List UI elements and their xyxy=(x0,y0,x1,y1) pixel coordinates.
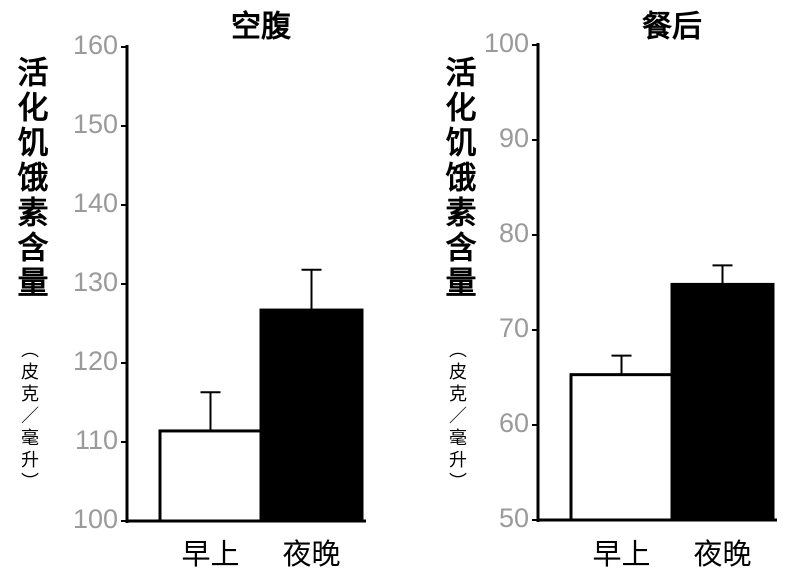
y-tick-label: 70 xyxy=(499,313,529,343)
bar xyxy=(158,429,263,523)
chart-title: 餐后 xyxy=(642,10,702,45)
bar xyxy=(259,308,364,523)
x-tick-label: 早上 xyxy=(592,537,650,571)
y-tick-label: 80 xyxy=(499,218,529,248)
bar xyxy=(670,282,775,522)
x-tick-label: 夜晚 xyxy=(693,537,751,571)
y-tick-label: 140 xyxy=(73,188,118,218)
y-axis-label: 活化饥饿素含量 xyxy=(440,56,477,301)
y-tick-label: 130 xyxy=(73,267,118,297)
bar xyxy=(569,373,674,522)
y-tick-label: 60 xyxy=(499,408,529,438)
y-tick-label: 100 xyxy=(73,504,118,534)
y-tick-label: 160 xyxy=(73,30,118,60)
chart-title: 空腹 xyxy=(231,10,292,45)
y-axis-unit: （皮克／毫升） xyxy=(18,340,39,494)
y-tick-label: 50 xyxy=(499,503,529,533)
y-tick-label: 150 xyxy=(73,109,118,139)
y-tick-label: 110 xyxy=(75,425,118,455)
y-tick-label: 100 xyxy=(484,28,529,58)
y-axis-label: 活化饥饿素含量 xyxy=(12,56,49,301)
y-axis-unit: （皮克／毫升） xyxy=(446,340,467,494)
x-tick-label: 夜晚 xyxy=(282,537,340,571)
x-tick-label: 早上 xyxy=(181,537,239,571)
y-tick-label: 90 xyxy=(499,123,529,153)
y-tick-label: 120 xyxy=(73,346,118,376)
